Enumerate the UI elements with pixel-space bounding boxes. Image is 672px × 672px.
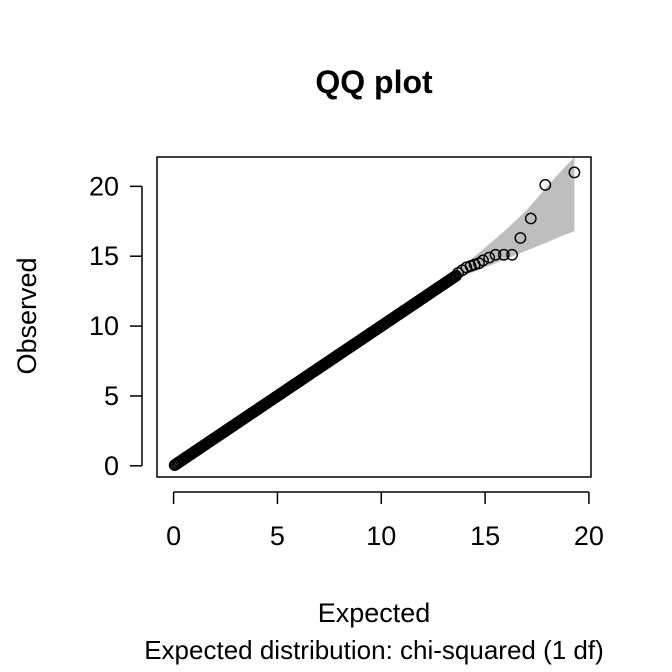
y-axis: 0 5 10 15 20 [89, 171, 143, 481]
y-tick-label: 15 [89, 241, 119, 271]
data-points-layer [168, 166, 581, 471]
plot-frame [156, 156, 592, 478]
x-axis: 0 5 10 15 20 [166, 491, 604, 551]
data-point [514, 232, 527, 244]
x-tick-label: 5 [270, 521, 285, 551]
data-point [506, 248, 518, 261]
x-tick-label: 10 [366, 521, 396, 551]
x-tick-label: 0 [166, 521, 181, 551]
data-point [524, 212, 537, 225]
x-axis-label: Expected [318, 598, 431, 628]
data-point [477, 254, 489, 267]
data-point [539, 178, 552, 191]
data-point [483, 251, 496, 264]
confidence-band-layer [443, 157, 575, 286]
x-tick-label: 20 [574, 521, 604, 551]
confidence-band [443, 157, 575, 286]
data-point [568, 166, 581, 179]
y-tick-label: 0 [104, 451, 119, 481]
y-tick-label: 10 [89, 311, 119, 341]
x-tick-label: 15 [470, 521, 500, 551]
data-point [497, 248, 510, 261]
y-axis-label: Observed [12, 257, 42, 374]
chart-subtitle: Expected distribution: chi-squared (1 df… [144, 635, 604, 665]
y-tick-label: 20 [89, 171, 119, 201]
chart-title: QQ plot [315, 64, 433, 100]
y-tick-label: 5 [104, 381, 119, 411]
data-point [489, 248, 502, 261]
